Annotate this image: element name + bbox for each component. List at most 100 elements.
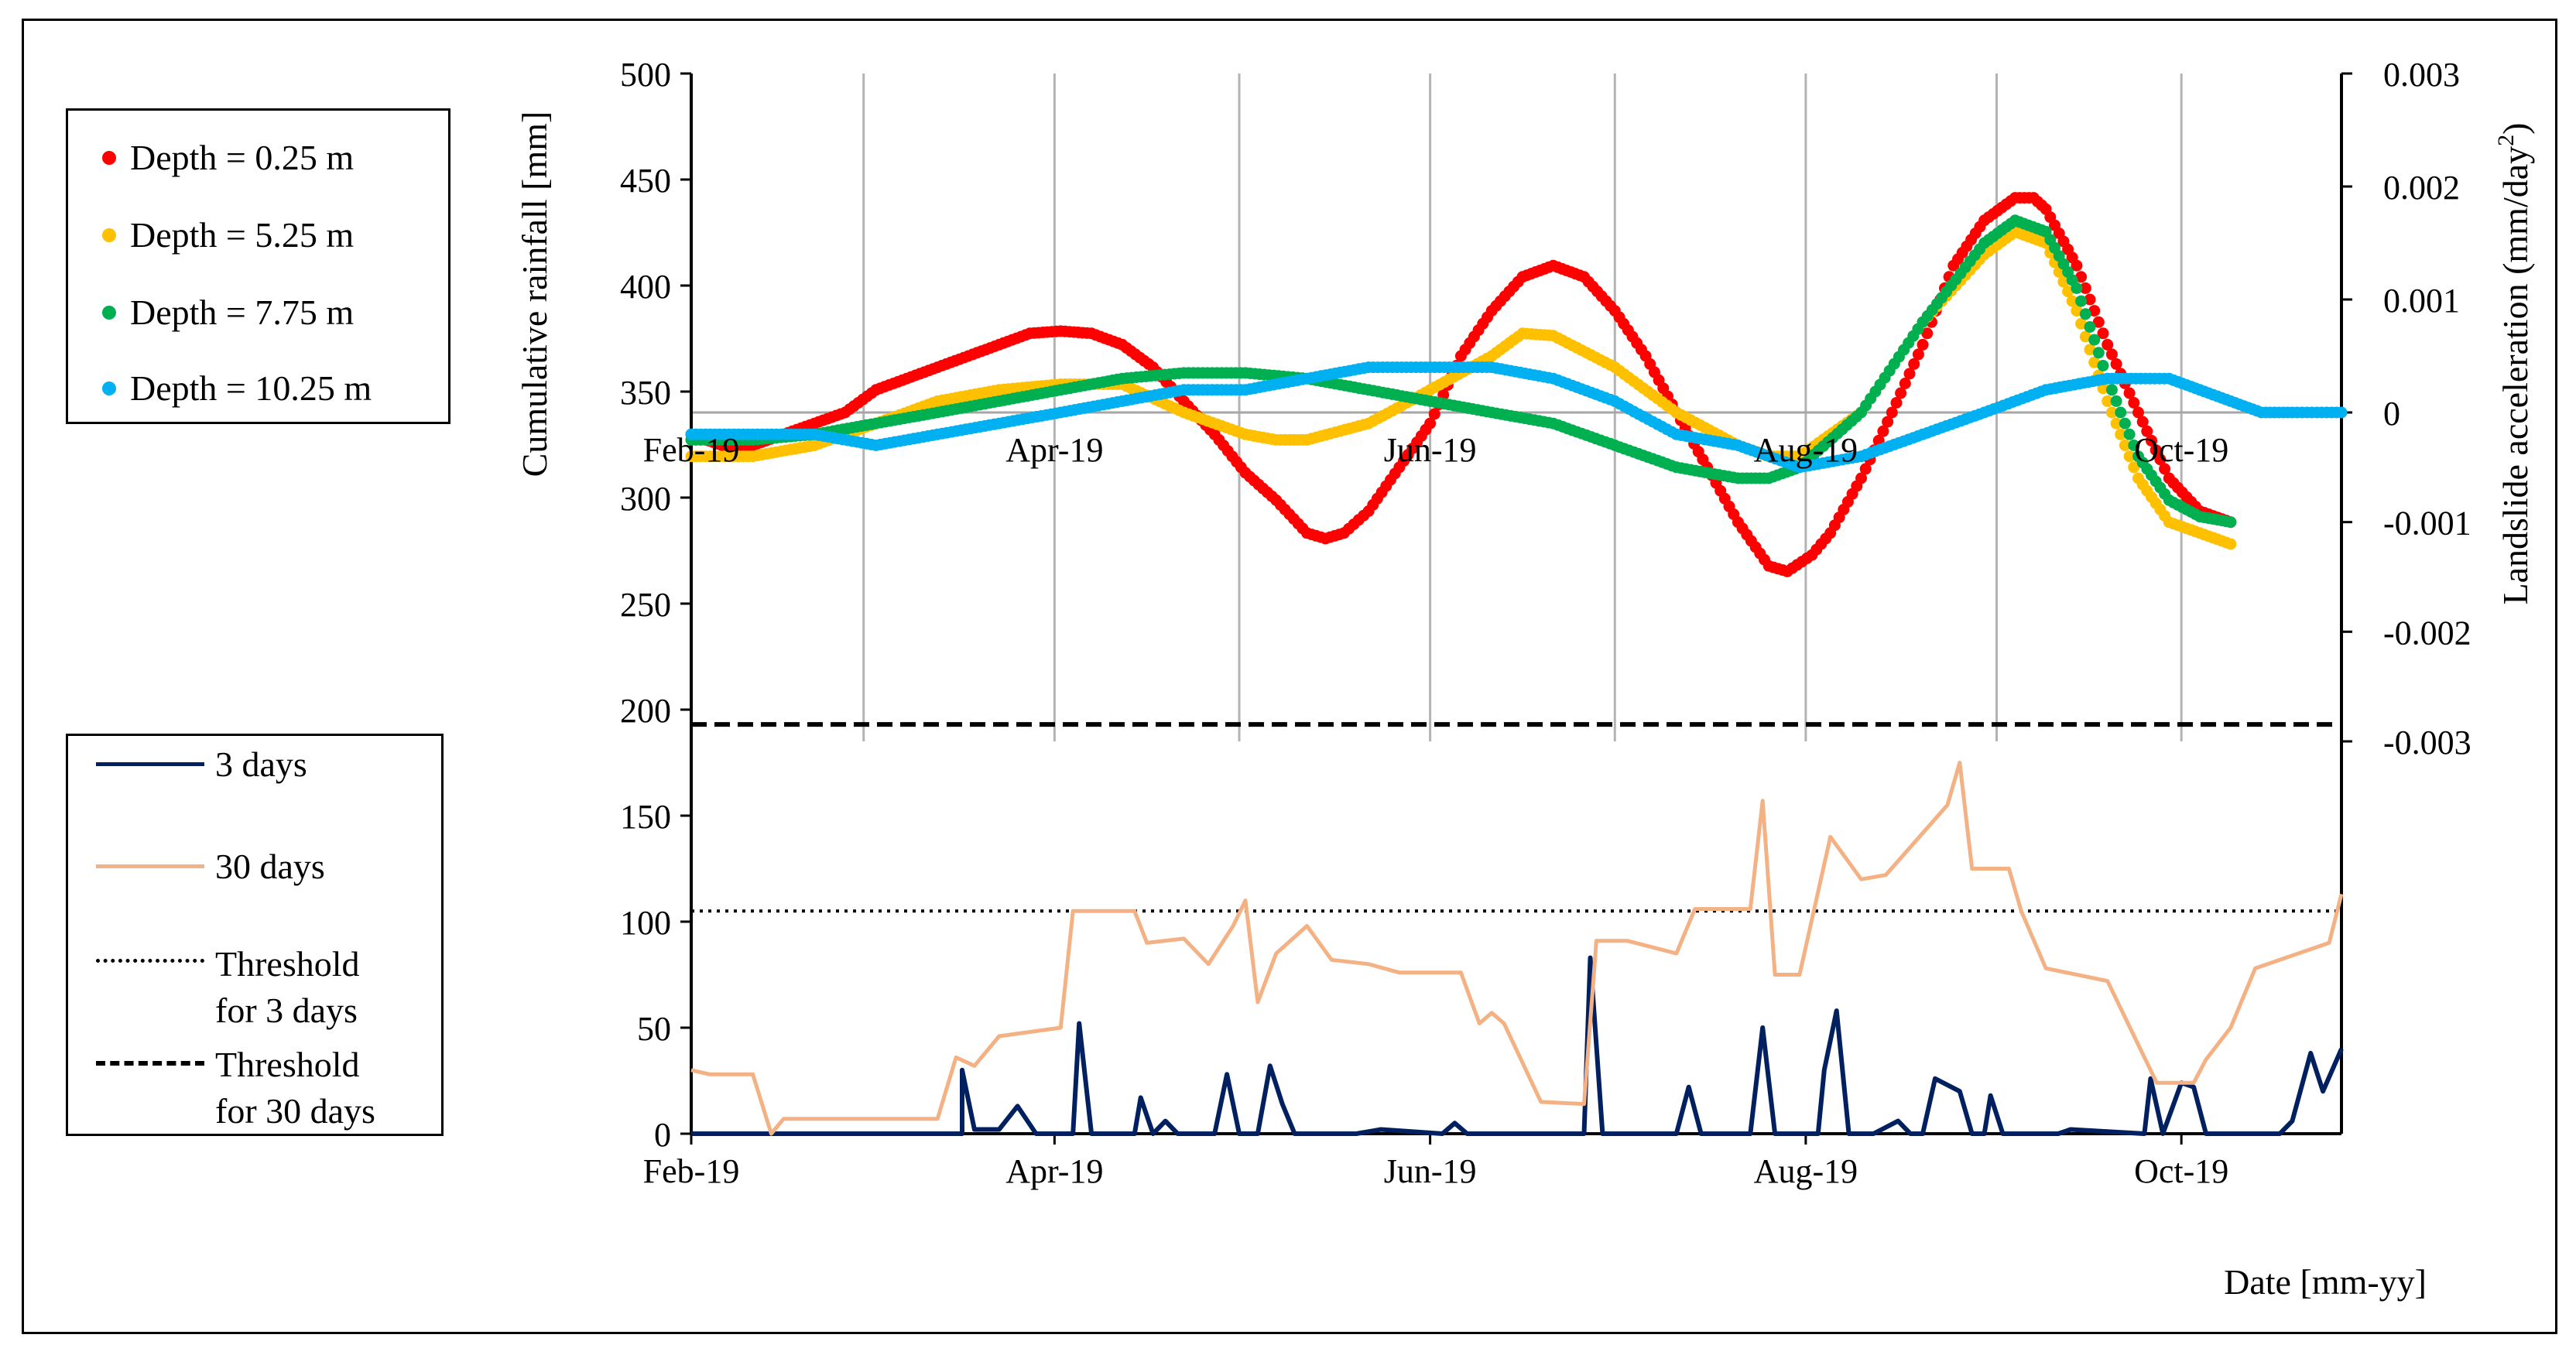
x-axis-title: Date [mm-yy] xyxy=(2224,1262,2427,1302)
acc-point-1-end xyxy=(2225,538,2237,550)
acc-point-0-49-1 xyxy=(2105,348,2118,361)
rain-ytick-label-0: 500 xyxy=(620,56,671,94)
acc-point-1-28-0 xyxy=(2102,395,2114,407)
figure-frame xyxy=(22,19,2557,1334)
rain-y-axis-title: Cumulative rainfall [mm] xyxy=(515,111,554,477)
xtick-label-zero-0: Feb-19 xyxy=(643,431,740,469)
acc-point-2-26-6 xyxy=(2128,440,2140,451)
acc-point-0-25-1 xyxy=(1428,408,1440,420)
axis-layer xyxy=(680,72,2352,1145)
acc-point-1-28-2 xyxy=(2110,417,2122,429)
xtick-label-bottom-1: Apr-19 xyxy=(1005,1152,1103,1190)
legend-line-30-days xyxy=(96,864,204,868)
acc-series-1 xyxy=(685,225,2237,550)
acc-point-0-48-4 xyxy=(2088,305,2101,317)
legend-depths: Depth = 0.25 m Depth = 5.25 m Depth = 7.… xyxy=(66,108,450,424)
legend-label-3-days: 3 days xyxy=(215,744,307,784)
xtick-label-zero-1: Apr-19 xyxy=(1005,431,1103,469)
acc-point-2-26-2 xyxy=(2110,395,2122,407)
acc-point-2-26-5 xyxy=(2123,428,2136,440)
acc-point-0-25-0 xyxy=(1424,417,1437,429)
acc-point-2-25-6 xyxy=(2097,360,2109,371)
legend-label-threshold-30-line1: Threshold xyxy=(215,1045,360,1084)
acc-point-0-49-2 xyxy=(2110,358,2122,370)
acc-point-0-40-0 xyxy=(1855,472,1867,484)
acc-point-1-27-4 xyxy=(2088,356,2101,368)
acc-point-2-26-4 xyxy=(2119,417,2131,429)
acc-ytick-label-5: -0.002 xyxy=(2383,614,2472,652)
acc-point-2-25-2 xyxy=(2079,308,2091,320)
acc-point-0-50-0 xyxy=(2132,406,2144,419)
acc-y-axis-title-main: Landslide acceleration (mm/day xyxy=(2496,146,2535,605)
rain-ytick-label-10: 0 xyxy=(654,1116,671,1154)
acc-point-1-26-4 xyxy=(2057,275,2070,288)
legend-label-threshold-3-line2: for 3 days xyxy=(215,991,358,1030)
acc-point-2-26-3 xyxy=(2115,406,2127,419)
series-layer xyxy=(685,192,2348,1136)
acc-point-0-49-6 xyxy=(2128,397,2140,409)
acc-point-0-50-5 xyxy=(2154,453,2167,466)
legend-label-threshold-30-line2: for 30 days xyxy=(215,1091,375,1131)
legend-marker-0 xyxy=(102,151,116,165)
acc-point-2-end xyxy=(2225,516,2237,529)
xtick-label-zero-4: Oct-19 xyxy=(2134,431,2228,469)
acc-point-1-28-1 xyxy=(2105,406,2118,419)
acc-point-0-48-6 xyxy=(2097,327,2109,340)
rain-ytick-label-6: 200 xyxy=(620,692,671,730)
acc-point-1-28-5 xyxy=(2123,450,2136,463)
acc-point-1-26-6 xyxy=(2066,295,2078,307)
xtick-label-bottom-4: Oct-19 xyxy=(2134,1152,2228,1190)
acc-point-0-50-3 xyxy=(2146,434,2157,447)
acc-y-axis-title-sup: 2 xyxy=(2493,135,2519,146)
acc-point-1-28-4 xyxy=(2119,440,2131,451)
acc-point-1-28-3 xyxy=(2115,428,2127,440)
acc-point-1-27-0 xyxy=(2071,305,2083,317)
acc-point-0-50-2 xyxy=(2141,425,2153,437)
rain-ytick-label-1: 450 xyxy=(620,162,671,200)
acc-point-2-25-5 xyxy=(2092,347,2105,359)
acc-point-0-40-5 xyxy=(1877,425,1889,437)
legend-marker-1 xyxy=(102,228,116,242)
acc-point-0-49-0 xyxy=(2102,338,2114,351)
legend-label-depth-7-75: Depth = 7.75 m xyxy=(130,293,355,332)
acc-point-0-41-6 xyxy=(1912,348,1924,361)
acc-point-1-26-5 xyxy=(2062,286,2074,298)
acc-ytick-label-4: -0.001 xyxy=(2383,505,2472,542)
rain-ytick-label-4: 300 xyxy=(620,480,671,518)
legend-label-depth-10-25: Depth = 10.25 m xyxy=(130,368,372,408)
acc-ytick-label-1: 0.002 xyxy=(2383,169,2460,207)
legend-label-threshold-3-line1: Threshold xyxy=(215,944,360,984)
legend-line-3-days xyxy=(96,762,204,766)
acc-ytick-label-2: 0.001 xyxy=(2383,282,2460,320)
legend-label-depth-5-25: Depth = 5.25 m xyxy=(130,215,355,255)
rain-ytick-label-5: 250 xyxy=(620,586,671,624)
acc-point-0-41-0 xyxy=(1886,406,1898,419)
acc-point-3-end xyxy=(2335,406,2348,419)
acc-point-0-50-6 xyxy=(2159,463,2171,475)
acc-point-0-41-3 xyxy=(1899,378,1911,389)
acc-ytick-label-6: -0.003 xyxy=(2383,724,2472,761)
acc-point-0-40-1 xyxy=(1859,463,1872,475)
acc-point-1-27-1 xyxy=(2075,317,2088,330)
acc-point-2-25-0 xyxy=(2071,282,2083,294)
acc-y-axis-title-close: ) xyxy=(2496,123,2535,135)
legend-line-threshold-3-days xyxy=(96,959,204,963)
rain-ytick-label-8: 100 xyxy=(620,904,671,942)
rain-series-0 xyxy=(691,955,2344,1136)
acc-point-0-48-1 xyxy=(2075,271,2088,283)
acc-point-2-25-3 xyxy=(2084,321,2096,333)
xtick-label-zero-2: Jun-19 xyxy=(1384,431,1477,469)
xtick-label-bottom-0: Feb-19 xyxy=(643,1152,740,1190)
acc-ytick-label-3: 0 xyxy=(2383,395,2400,433)
acc-point-0-41-2 xyxy=(1895,387,1907,399)
acc-point-0-48-5 xyxy=(2092,316,2105,328)
acc-point-0-48-0 xyxy=(2071,259,2083,272)
acc-point-0-49-5 xyxy=(2123,387,2136,399)
acc-point-2-25-4 xyxy=(2088,334,2101,346)
acc-point-1-27-2 xyxy=(2079,330,2091,343)
rain-series-1 xyxy=(690,761,2344,1136)
xtick-label-zero-3: Aug-19 xyxy=(1754,431,1858,469)
acc-point-0-40-6 xyxy=(1882,416,1894,428)
acc-point-2-26-1 xyxy=(2105,384,2118,396)
